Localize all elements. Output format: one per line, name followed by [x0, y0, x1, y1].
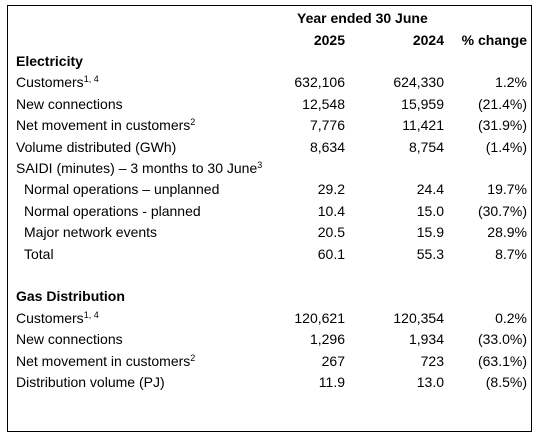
row-label: SAIDI (minutes) – 3 months to 30 June3	[16, 159, 262, 177]
row-label-text: Customers	[16, 74, 84, 91]
row-label: Volume distributed (GWh)	[16, 138, 176, 156]
cell-value: (33.0%)	[477, 331, 527, 348]
cell-value: 8,754	[408, 138, 444, 155]
row-label: Net movement in customers2	[16, 352, 195, 370]
cell-value: 15,959	[401, 95, 444, 112]
cell-value: 15.0	[416, 202, 444, 219]
row-label-text: SAIDI (minutes) – 3 months to 30 June	[16, 160, 258, 176]
section-title: Gas Distribution	[16, 288, 125, 305]
row-label-text: Net movement in customers	[16, 117, 191, 134]
cell-value: 7,776	[309, 117, 345, 134]
row-label-text: Distribution volume (PJ)	[16, 374, 165, 390]
footnote-ref: 1, 4	[83, 309, 99, 320]
row-label: Distribution volume (PJ)	[16, 373, 165, 391]
cell-value: 723	[420, 352, 444, 369]
section-title: Electricity	[16, 53, 83, 69]
row-label: New connections	[16, 95, 123, 113]
cell-value: 1.2%	[495, 74, 527, 91]
row-label-text: Volume distributed (GWh)	[16, 138, 177, 155]
cell-value: 120,354	[393, 309, 444, 326]
row-label: Normal operations – unplanned	[24, 180, 219, 198]
cell-value: 11.9	[318, 374, 345, 390]
column-header: 2025	[313, 32, 345, 48]
cell-value: 20.5	[317, 224, 345, 241]
cell-value: 28.9%	[487, 224, 527, 241]
row-label-text: Net movement in customers	[16, 352, 191, 369]
cell-value: 29.2	[317, 181, 345, 198]
column-header: 2024	[412, 32, 444, 48]
cell-value: 8.7%	[495, 245, 527, 262]
footnote-ref: 3	[257, 160, 263, 170]
row-label-text: Total	[24, 245, 54, 262]
cell-value: 55.3	[416, 245, 444, 262]
row-label: Net movement in customers2	[16, 116, 195, 134]
footnote-ref: 2	[190, 352, 196, 363]
cell-value: 15.9	[416, 224, 444, 241]
row-label: Major network events	[24, 223, 157, 241]
cell-value: 60.1	[317, 245, 345, 262]
cell-value: 19.7%	[487, 181, 527, 198]
cell-value: (21.4%)	[477, 95, 527, 112]
cell-value: 11,421	[402, 117, 444, 134]
cell-value: (31.9%)	[477, 117, 527, 134]
cell-value: 10.4	[317, 202, 345, 219]
row-label-text: New connections	[16, 331, 123, 348]
cell-value: 12,548	[302, 95, 345, 112]
cell-value: (1.4%)	[485, 138, 527, 155]
column-header: % change	[461, 32, 527, 48]
row-label: Total	[24, 245, 54, 263]
cell-value: 8,634	[309, 138, 345, 155]
cell-value: 624,330	[393, 74, 444, 91]
cell-value: 13.0	[416, 374, 444, 390]
row-label-text: Normal operations – unplanned	[24, 181, 220, 198]
row-label-text: New connections	[16, 95, 123, 112]
cell-value: (63.1%)	[477, 352, 527, 369]
footnote-ref: 2	[190, 117, 196, 128]
cell-value: (30.7%)	[477, 202, 527, 219]
cell-value: 0.2%	[495, 309, 527, 326]
row-label-text: Customers	[16, 309, 84, 326]
cell-value: 267	[321, 352, 345, 369]
cell-value: 24.4	[416, 181, 444, 198]
cell-value: 1,296	[309, 331, 345, 348]
row-label: New connections	[16, 330, 123, 348]
cell-value: 120,621	[294, 309, 345, 326]
cell-value: (8.5%)	[485, 374, 527, 390]
header-title: Year ended 30 June	[297, 10, 428, 26]
row-label: Customers1, 4	[16, 73, 99, 91]
cell-value: 1,934	[408, 331, 444, 348]
footnote-ref: 1, 4	[83, 74, 99, 85]
row-label-text: Normal operations - planned	[24, 202, 201, 219]
table-border	[7, 5, 532, 432]
row-label: Normal operations - planned	[24, 202, 201, 220]
cell-value: 632,106	[294, 74, 345, 91]
row-label: Customers1, 4	[16, 309, 99, 327]
row-label-text: Major network events	[24, 224, 158, 241]
